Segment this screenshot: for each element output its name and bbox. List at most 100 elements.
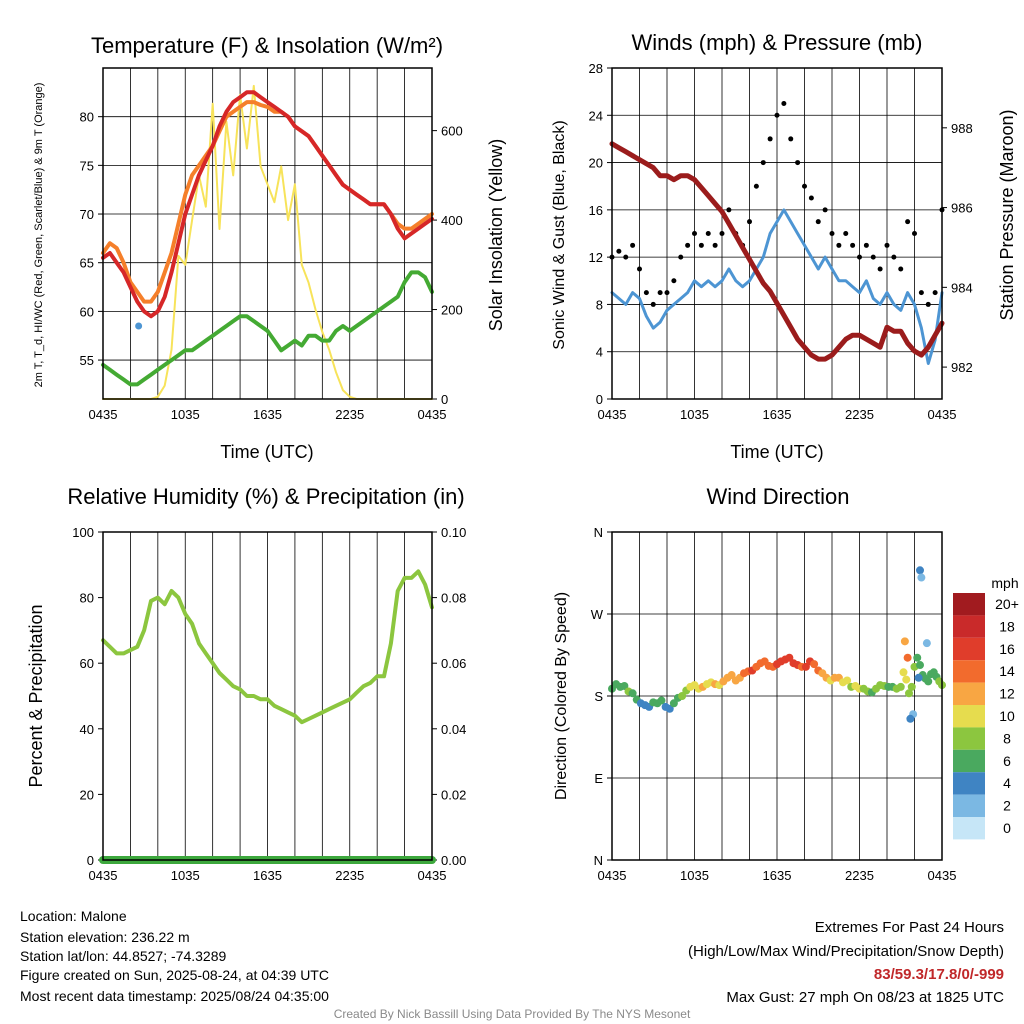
info-latlon: Station lat/lon: 44.8527; -74.3289	[20, 948, 227, 964]
gust-point	[719, 231, 725, 236]
colorbar-title: mph	[991, 575, 1018, 591]
wind-y-tick-label: 12	[589, 250, 603, 265]
colorbar-label: 8	[1003, 730, 1011, 746]
gust-point	[898, 266, 904, 272]
colorbar-swatch	[953, 615, 985, 638]
gust-point	[918, 290, 924, 296]
colorbar-label: 16	[999, 641, 1015, 657]
temp-y2-tick-label: 0	[441, 392, 448, 407]
rh-y2-tick-label: 0.08	[441, 591, 466, 606]
extremes-heading: Extremes For Past 24 Hours	[814, 919, 1004, 936]
rh-chart: 0435 1035 1635 2235 04350204060801000.000.02…	[72, 525, 466, 883]
colorbar-label: 2	[1003, 798, 1011, 814]
gust-point	[932, 290, 938, 296]
direction-point	[907, 682, 916, 691]
rh-y2-tick-label: 0.10	[441, 525, 466, 540]
direction-point	[903, 653, 912, 662]
temp-panel-title: Temperature (F) & Insolation (W/m²)	[91, 33, 443, 58]
gust-point	[650, 301, 656, 307]
direction-point	[657, 696, 666, 705]
wind-y2-tick-label: 988	[951, 121, 973, 136]
rh-x-tick-label: 0435	[418, 868, 447, 883]
gust-point	[795, 160, 801, 166]
gust-point	[788, 136, 794, 142]
colorbar-swatch	[953, 817, 985, 840]
temp-plot-border	[102, 67, 433, 400]
gust-point	[685, 242, 691, 248]
direction-point	[678, 692, 687, 700]
direction-point	[665, 704, 674, 713]
gust-point	[822, 207, 828, 213]
gust-point	[698, 242, 704, 248]
gust-point	[616, 248, 622, 254]
colorbar-swatch	[953, 772, 985, 795]
dir-x-tick-label: 1635	[763, 868, 792, 883]
extremes-values: 83/59.3/17.8/0/-999	[873, 966, 1004, 983]
gust-point	[767, 136, 773, 142]
dir-x-tick-label: 1035	[680, 868, 709, 883]
colorbar-label: 12	[999, 686, 1015, 702]
wind-x-tick-label: 0435	[598, 407, 627, 422]
rh-y2-tick-label: 0.04	[441, 722, 466, 737]
dir-x-tick-label: 0435	[598, 868, 627, 883]
max-gust: Max Gust: 27 mph On 08/23 at 1825 UTC	[726, 989, 1004, 1006]
gust-point	[815, 219, 821, 225]
gust-point	[726, 207, 732, 213]
rh-left-axis-label: Percent & Precipitation	[26, 604, 46, 787]
temp-x-tick-label: 1635	[253, 407, 282, 422]
wind-y-tick-label: 20	[589, 156, 603, 171]
extremes-subheading: (High/Low/Max Wind/Precipitation/Snow De…	[688, 943, 1004, 960]
sonic-wind-line	[610, 208, 944, 365]
wind-y-tick-label: 4	[596, 345, 603, 360]
wind-y-tick-label: 0	[596, 392, 603, 407]
temp-x-tick-label: 1035	[171, 407, 200, 422]
direction-point	[669, 699, 678, 708]
gust-point	[753, 183, 759, 189]
temp-y-tick-label: 65	[80, 256, 94, 271]
colorbar-label: 20+	[995, 596, 1019, 612]
gust-point	[637, 266, 642, 272]
gust-point	[774, 112, 780, 118]
direction-point	[917, 573, 926, 582]
temp-chart: 0435 1035 1635 2235 0435 55 60 65 70 75 80 0 200 400 6…	[80, 67, 463, 422]
rh-x-tick-label: 1635	[253, 868, 282, 883]
rh-y-tick-label: 20	[80, 787, 94, 802]
pressure-line	[609, 141, 945, 362]
wind-y2-tick-label: 984	[951, 280, 973, 295]
dir-left-axis-label: Direction (Colored By Speed)	[553, 592, 570, 800]
temp-y-tick-label: 55	[80, 353, 94, 368]
wind-y2-tick-label: 986	[951, 201, 973, 216]
gust-point	[712, 242, 718, 248]
rh-plot-border	[102, 531, 433, 861]
temp-left-axis-label: 2m T, T_d, HI/WC (Red, Green, Scarlet/Bl…	[33, 83, 45, 388]
rh-x-tick-label: 0435	[89, 868, 118, 883]
gust-point	[884, 242, 890, 248]
direction-point	[810, 660, 819, 669]
colorbar-swatch	[953, 682, 985, 705]
direction-point	[902, 675, 911, 684]
colorbar-label: 14	[999, 663, 1015, 679]
gust-point	[925, 301, 931, 307]
temp-x-tick-label: 0435	[89, 407, 118, 422]
wind-y-tick-label: 28	[589, 61, 603, 76]
wind-x-tick-label: 2235	[845, 407, 874, 422]
wind-y-tick-label: 24	[589, 108, 603, 123]
wind-panel-title: Winds (mph) & Pressure (mb)	[632, 30, 923, 55]
wind-x-axis-label: Time (UTC)	[730, 442, 823, 462]
colorbar-swatch	[953, 705, 985, 728]
temp-2m-line	[101, 90, 434, 319]
gust-point	[843, 231, 849, 236]
wind-y2-tick-label: 982	[951, 360, 973, 375]
gust-point	[664, 290, 670, 296]
rh-y2-tick-label: 0.00	[441, 853, 466, 868]
dir-y-tick-label: W	[591, 607, 604, 622]
rh-y-tick-label: 60	[80, 656, 94, 671]
heat-index-point	[135, 322, 143, 330]
direction-point	[914, 673, 923, 682]
colorbar-label: 6	[1003, 753, 1011, 769]
direction-point	[801, 662, 810, 671]
colorbar-swatch	[953, 727, 985, 750]
wind-x-tick-label: 1635	[763, 407, 792, 422]
temp-y2-tick-label: 600	[441, 124, 463, 139]
gust-point	[657, 290, 663, 296]
